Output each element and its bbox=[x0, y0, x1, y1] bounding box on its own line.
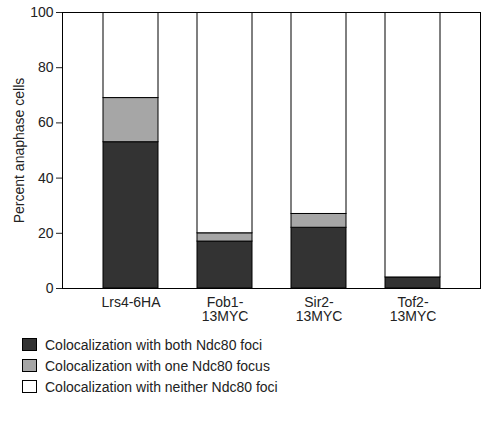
svg-text:Fob1-13MYC: Fob1-13MYC bbox=[202, 294, 249, 324]
svg-text:20: 20 bbox=[38, 225, 54, 241]
svg-text:Lrs4-6HA: Lrs4-6HA bbox=[101, 294, 161, 310]
svg-text:Percent anaphase cells: Percent anaphase cells bbox=[11, 78, 27, 224]
html-text:Colocalization with both Ndc80: Colocalization with both Ndc80 foci bbox=[45, 336, 263, 353]
svg-text:80: 80 bbox=[38, 59, 54, 75]
svg-text:0: 0 bbox=[46, 280, 54, 296]
svg-text:100: 100 bbox=[30, 4, 54, 20]
svg-text:40: 40 bbox=[38, 170, 54, 186]
html-text:Colocalization with neither Nd: Colocalization with neither Ndc80 foci bbox=[45, 378, 278, 395]
svg-text:60: 60 bbox=[38, 114, 54, 130]
svg-text:Sir2-13MYC: Sir2-13MYC bbox=[296, 294, 343, 324]
svg-text:Tof2-13MYC: Tof2-13MYC bbox=[390, 294, 437, 324]
html-text:Colocalization with one Ndc80: Colocalization with one Ndc80 focus bbox=[45, 357, 270, 374]
